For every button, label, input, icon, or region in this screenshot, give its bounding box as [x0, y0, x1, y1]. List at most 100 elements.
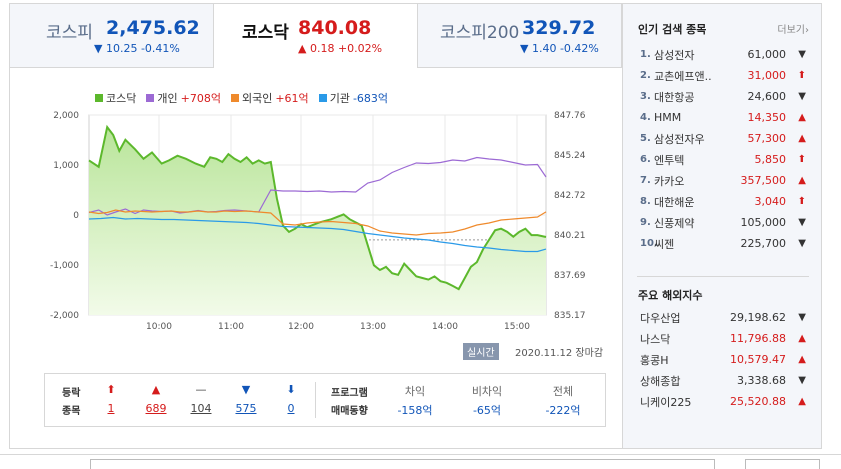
world-item-row[interactable]: 니케이225 25,520.88 ▲ [640, 391, 810, 412]
popular-item-row[interactable]: 4. HMM 14,350 ▲ [640, 107, 810, 128]
popular-item-rank: 3. [640, 91, 651, 102]
bottom-button[interactable] [745, 459, 820, 469]
popular-item-row[interactable]: 6. 엔투텍 5,850 ⬆ [640, 149, 810, 170]
popular-item-rank: 9. [640, 217, 651, 228]
panel-divider [637, 276, 809, 277]
world-item-row[interactable]: 상해종합 3,338.68 ▼ [640, 370, 810, 391]
tab-kospi200[interactable]: 코스피200 329.72 ▼ 1.40 -0.42% [418, 4, 622, 68]
rise-count[interactable]: 689 [145, 402, 167, 415]
popular-item-row[interactable]: 2. 교촌에프앤.. 31,000 ⬆ [640, 65, 810, 86]
y-left-tick-label: -2,000 [50, 311, 79, 321]
market-widget: 코스피 2,475.62 ▼ 10.25 -0.41% 코스닥 840.08 ▲… [9, 3, 822, 449]
kosdaq-area [89, 127, 546, 315]
popular-item-row[interactable]: 8. 대한해운 3,040 ⬆ [640, 191, 810, 212]
limit-down-icon: ⬇ [286, 383, 296, 396]
popular-item-name: 엔투텍 [654, 153, 685, 167]
legend-institution-swatch [318, 94, 327, 102]
tab-kosdaq-change: ▲ 0.18 +0.02% [298, 42, 383, 55]
bottom-search-input[interactable] [90, 459, 715, 469]
more-label: 더보기 [777, 25, 805, 36]
up-arrow-icon: ▲ [798, 112, 806, 123]
popular-item-row[interactable]: 5. 삼성전자우 57,300 ▲ [640, 128, 810, 149]
legend-institution[interactable]: 기관 -683억 [318, 90, 388, 106]
popular-item-price: 225,700 [740, 237, 787, 250]
x-tick-label: 15:00 [504, 322, 530, 332]
up-arrow-icon: ⬆ [797, 70, 806, 81]
limit-up-count[interactable]: 1 [107, 402, 115, 415]
down-arrow-icon: ▼ [798, 217, 806, 228]
fall-count[interactable]: 575 [235, 402, 257, 415]
popular-item-price: 357,500 [740, 174, 787, 187]
legend-individual[interactable]: 개인 +708억 [146, 90, 221, 106]
limit-up-icon: ⬆ [106, 383, 116, 396]
program-label-2: 매매동향 [331, 406, 368, 417]
tab-kosdaq[interactable]: 코스닥 840.08 ▲ 0.18 +0.02% [214, 4, 418, 68]
popular-item-row[interactable]: 1. 삼성전자 61,000 ▼ [640, 44, 810, 65]
legend-kosdaq[interactable]: 코스닥 [95, 90, 136, 106]
world-item-name: 홍콩H [640, 353, 669, 367]
tab-kospi200-name: 코스피200 [440, 23, 520, 43]
series-line-individual [88, 156, 547, 216]
more-link[interactable]: 더보기› [777, 21, 809, 36]
popular-item-row[interactable]: 10. 씨젠 225,700 ▼ [640, 233, 810, 254]
popular-list: 1. 삼성전자 61,000 ▼ 2. 교촌에프앤.. 31,000 ⬆ 3. 대한항공 24,60… [640, 44, 810, 254]
popular-item-rank: 5. [640, 133, 651, 144]
up-arrow-icon: ▲ [798, 396, 806, 407]
popular-item-name: HMM [654, 111, 682, 124]
popular-item-price: 31,000 [747, 69, 787, 82]
popular-item-row[interactable]: 7. 카카오 357,500 ▲ [640, 170, 810, 191]
popular-item-row[interactable]: 9. 신풍제약 105,000 ▼ [640, 212, 810, 233]
legend-foreign[interactable]: 외국인 +61억 [230, 90, 309, 106]
flat-count[interactable]: 104 [190, 402, 212, 415]
up-arrow-icon: ⬆ [797, 196, 806, 207]
down-arrow-icon: ▼ [798, 238, 806, 249]
popular-item-name: 삼성전자우 [654, 132, 705, 146]
world-item-price: 3,338.68 [737, 374, 786, 387]
market-breadth-box: 등락 종목 ⬆ 1 ▲ 689 — 104 ▼ 575 ⬇ 0 프로그램 매매동… [44, 373, 606, 427]
y-right-tick-label: 847.76 [554, 111, 586, 121]
world-title: 주요 해외지수 [638, 289, 703, 302]
tab-kospi[interactable]: 코스피 2,475.62 ▼ 10.25 -0.41% [10, 4, 214, 68]
chart-legend: 코스닥 개인 +708억 외국인 +61억 기관 -683억 [95, 90, 388, 106]
tab-kospi-change: ▼ 10.25 -0.41% [94, 42, 180, 55]
world-item-row[interactable]: 나스닥 11,796.88 ▲ [640, 328, 810, 349]
world-item-price: 11,796.88 [730, 332, 786, 345]
y-right-tick-label: 842.72 [554, 191, 586, 201]
breadth-divider [315, 382, 316, 418]
series-line-institution [88, 216, 547, 253]
y-left-tick-label: 0 [73, 211, 79, 221]
down-arrow-icon: ▼ [798, 91, 806, 102]
down-arrow-icon: ▼ [798, 312, 806, 323]
index-tabs: 코스피 2,475.62 ▼ 10.25 -0.41% 코스닥 840.08 ▲… [10, 4, 622, 68]
flat-icon: — [195, 383, 207, 396]
world-item-row[interactable]: 홍콩H 10,579.47 ▲ [640, 349, 810, 370]
program-total-value: -222억 [545, 404, 581, 417]
popular-item-price: 57,300 [747, 132, 787, 145]
program-nonarbitrage-value: -65억 [472, 404, 502, 417]
popular-item-price: 61,000 [747, 48, 787, 61]
tab-kospi200-change: ▼ 1.40 -0.42% [520, 42, 599, 55]
y-left-tick-label: 1,000 [53, 161, 79, 171]
world-item-name: 나스닥 [640, 332, 671, 346]
legend-kosdaq-label: 코스닥 [106, 92, 137, 105]
up-arrow-icon: ▲ [798, 175, 806, 186]
legend-foreign-value: +61억 [275, 92, 309, 105]
limit-down-count[interactable]: 0 [287, 402, 295, 415]
program-arbitrage-value: -158억 [397, 404, 433, 417]
realtime-button[interactable]: 실시간 [463, 343, 499, 360]
popular-item-rank: 4. [640, 112, 651, 123]
legend-foreign-swatch [230, 94, 239, 102]
up-arrow-icon: ▲ [798, 333, 806, 344]
world-item-row[interactable]: 다우산업 29,198.62 ▼ [640, 307, 810, 328]
popular-item-row[interactable]: 3. 대한항공 24,600 ▼ [640, 86, 810, 107]
side-panel: 인기 검색 종목 더보기› 1. 삼성전자 61,000 ▼ 2. 교촌에프앤.. 31,0… [622, 4, 821, 448]
popular-item-rank: 6. [640, 154, 651, 165]
up-arrow-icon: ⬆ [797, 154, 806, 165]
popular-item-name: 대한항공 [654, 90, 695, 104]
tab-kospi-name: 코스피 [46, 23, 93, 43]
popular-item-price: 24,600 [747, 90, 787, 103]
popular-item-name: 대한해운 [654, 195, 695, 209]
y-right-tick-label: 840.21 [554, 231, 586, 241]
down-arrow-icon: ▼ [798, 375, 806, 386]
popular-item-rank: 8. [640, 196, 651, 207]
